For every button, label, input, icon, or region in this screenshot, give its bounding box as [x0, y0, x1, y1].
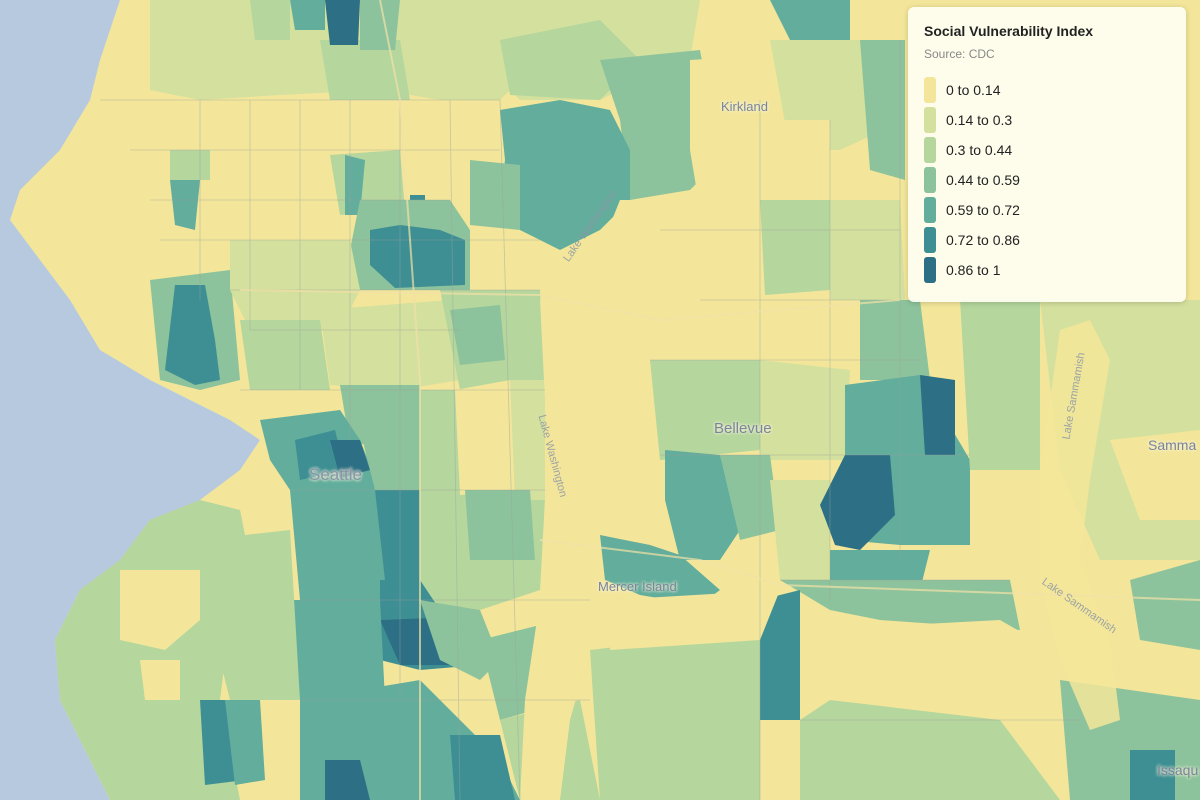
- legend-item: 0.59 to 0.72: [924, 195, 1170, 225]
- tract-area: [1130, 560, 1200, 650]
- tract-area: [810, 620, 1080, 720]
- legend-item: 0 to 0.14: [924, 75, 1170, 105]
- tract-area: [1130, 750, 1175, 800]
- lake-sammamish: [1040, 320, 1120, 730]
- tract-area: [455, 380, 520, 495]
- place-label-seattle: Seattle: [309, 465, 362, 484]
- legend-label: 0.44 to 0.59: [946, 172, 1020, 188]
- tract-area: [960, 300, 1040, 470]
- tract-area: [860, 40, 905, 180]
- tract-area: [420, 600, 500, 680]
- place-label-sammamish: Samma: [1148, 437, 1197, 453]
- tract-area: [510, 380, 550, 500]
- place-label-mercer-island: Mercer Island: [598, 579, 677, 594]
- legend-label: 0.59 to 0.72: [946, 202, 1020, 218]
- legend-swatch: [924, 197, 936, 223]
- tract-area: [830, 200, 905, 300]
- tract-area: [760, 200, 830, 295]
- tract-area: [230, 240, 360, 330]
- tract-area: [1110, 430, 1200, 520]
- tract-area: [100, 100, 330, 160]
- tract-area: [610, 590, 780, 650]
- tract-area: [820, 455, 895, 550]
- legend-title: Social Vulnerability Index: [924, 23, 1094, 39]
- legend-label: 0.3 to 0.44: [946, 142, 1013, 158]
- tract-area: [760, 360, 850, 460]
- tract-area: [165, 285, 220, 385]
- legend-item: 0.72 to 0.86: [924, 225, 1170, 255]
- tract-area: [290, 0, 325, 30]
- tract-area: [465, 490, 535, 560]
- tract-area: [370, 225, 465, 288]
- tract-area: [600, 535, 720, 605]
- legend-label: 0 to 0.14: [946, 82, 1001, 98]
- tract-area: [770, 480, 830, 580]
- legend-swatch: [924, 227, 936, 253]
- tract-area: [120, 570, 200, 650]
- tract-area: [140, 660, 180, 700]
- tract-area: [170, 180, 200, 230]
- tract-area: [770, 0, 850, 40]
- tract-area: [500, 20, 640, 100]
- tract-area: [690, 55, 790, 210]
- map-legend: Social Vulnerability Index Source: CDC 0…: [908, 7, 1186, 302]
- legend-source: Source: CDC: [924, 47, 995, 61]
- tract-area: [500, 100, 630, 250]
- tract-area: [650, 360, 760, 460]
- legend-swatch: [924, 257, 936, 283]
- tract-area: [800, 700, 1060, 800]
- tract-area: [325, 0, 360, 45]
- place-label-bellevue: Bellevue: [714, 420, 772, 437]
- legend-label: 0.86 to 1: [946, 262, 1001, 278]
- place-label-issaquah: Issaqu: [1157, 762, 1199, 778]
- tract-area: [320, 40, 410, 100]
- tract-area: [450, 735, 515, 800]
- tract-area: [325, 760, 370, 800]
- tract-area: [170, 150, 210, 180]
- legend-swatch: [924, 137, 936, 163]
- legend-swatch: [924, 167, 936, 193]
- tract-area: [320, 300, 460, 390]
- tract-area: [590, 630, 760, 800]
- tract-area: [720, 455, 780, 540]
- legend-items: 0 to 0.14 0.14 to 0.3 0.3 to 0.44 0.44 t…: [924, 75, 1170, 285]
- legend-item: 0.86 to 1: [924, 255, 1170, 285]
- tract-area: [330, 440, 370, 478]
- tract-area: [700, 295, 835, 365]
- legend-swatch: [924, 77, 936, 103]
- legend-item: 0.3 to 0.44: [924, 135, 1170, 165]
- roads: [239, 0, 1200, 800]
- legend-item: 0.14 to 0.3: [924, 105, 1170, 135]
- tract-area: [360, 430, 420, 490]
- tract-area: [200, 530, 300, 700]
- tract-area: [780, 580, 1020, 630]
- tract-area: [360, 0, 400, 50]
- tract-area: [375, 490, 420, 580]
- legend-swatch: [924, 107, 936, 133]
- tract-area: [250, 0, 290, 40]
- tract-area: [290, 600, 385, 700]
- legend-label: 0.72 to 0.86: [946, 232, 1020, 248]
- tract-area: [665, 450, 740, 560]
- tract-area: [330, 100, 500, 160]
- tract-area: [225, 700, 265, 785]
- legend-item: 0.44 to 0.59: [924, 165, 1170, 195]
- tract-area: [660, 220, 765, 310]
- tract-area: [450, 305, 505, 365]
- legend-label: 0.14 to 0.3: [946, 112, 1013, 128]
- tract-area: [770, 120, 830, 200]
- tract-area: [920, 375, 955, 455]
- tract-area: [860, 300, 930, 380]
- place-label-kirkland: Kirkland: [721, 99, 768, 114]
- tract-area: [55, 500, 250, 800]
- tract-area: [470, 160, 520, 230]
- tract-area: [240, 320, 330, 390]
- tract-area: [520, 200, 660, 800]
